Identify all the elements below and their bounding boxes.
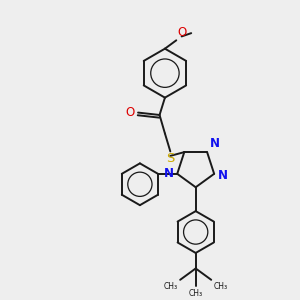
Text: S: S (166, 152, 175, 165)
Text: O: O (178, 26, 187, 39)
Text: N: N (164, 167, 174, 180)
Text: O: O (125, 106, 134, 119)
Text: CH₃: CH₃ (189, 289, 203, 298)
Text: N: N (218, 169, 228, 182)
Text: CH₃: CH₃ (164, 282, 178, 291)
Text: CH₃: CH₃ (214, 282, 228, 291)
Text: N: N (210, 137, 220, 150)
